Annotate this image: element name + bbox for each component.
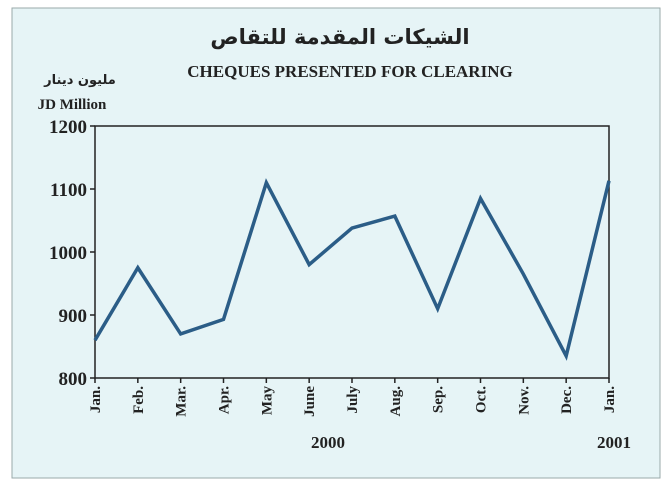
y-tick-label: 1100 (50, 180, 87, 201)
y-tick-label: 1000 (49, 243, 87, 264)
y-tick-label: 1200 (49, 117, 87, 138)
x-tick-label: Aug. (388, 386, 404, 417)
x-tick-label: Jan. (88, 386, 104, 413)
x-tick-label: Sep. (431, 386, 447, 413)
y-axis-label-arabic: مليون دينار (43, 73, 116, 88)
y-tick-label: 900 (59, 306, 88, 327)
x-tick-label: Apr. (217, 386, 233, 414)
x-tick-label: May (259, 386, 275, 416)
x-tick-label: June (302, 386, 318, 417)
y-tick-label: 800 (59, 369, 88, 390)
x-tick-label: Feb. (131, 386, 147, 414)
x-tick-label: Mar. (174, 386, 190, 417)
year-label: 2000 (311, 433, 345, 452)
data-line (93, 178, 611, 361)
x-tick-label: Jan. (602, 386, 618, 413)
year-label: 2001 (597, 433, 631, 452)
x-tick-label: Nov. (516, 386, 532, 415)
chart-title: الشيكات المقدمة للتقاص (210, 25, 469, 49)
chart-subtitle: CHEQUES PRESENTED FOR CLEARING (187, 62, 512, 81)
y-axis-label: JD Million (38, 97, 107, 113)
x-tick-label: Oct. (474, 386, 490, 413)
x-tick-label: July (345, 386, 361, 414)
x-tick-label: Dec. (559, 386, 575, 414)
